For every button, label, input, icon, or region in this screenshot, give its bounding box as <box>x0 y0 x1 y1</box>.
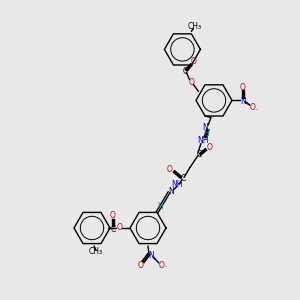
Text: N: N <box>148 251 154 260</box>
Text: +: + <box>152 256 157 260</box>
Text: O: O <box>167 165 173 174</box>
Text: N: N <box>202 123 208 132</box>
Text: O: O <box>250 103 256 112</box>
Text: O: O <box>110 212 116 220</box>
Text: N: N <box>240 97 246 106</box>
Text: CH₃: CH₃ <box>89 248 103 256</box>
Text: N: N <box>168 187 174 196</box>
Text: O: O <box>159 260 165 269</box>
Text: C: C <box>110 224 116 233</box>
Text: H: H <box>157 202 163 211</box>
Text: H: H <box>203 129 209 138</box>
Text: C: C <box>183 67 188 76</box>
Text: C: C <box>180 174 186 183</box>
Text: NH: NH <box>171 180 183 189</box>
Text: O: O <box>207 143 213 152</box>
Text: +: + <box>244 101 250 106</box>
Text: O: O <box>117 224 123 232</box>
Text: O: O <box>188 78 194 87</box>
Text: -: - <box>165 265 167 269</box>
Text: -: - <box>256 107 258 112</box>
Text: O: O <box>190 57 196 66</box>
Text: CH₃: CH₃ <box>187 22 202 31</box>
Text: C: C <box>196 150 202 159</box>
Text: NH: NH <box>197 136 209 145</box>
Text: O: O <box>138 260 144 269</box>
Text: O: O <box>240 83 246 92</box>
